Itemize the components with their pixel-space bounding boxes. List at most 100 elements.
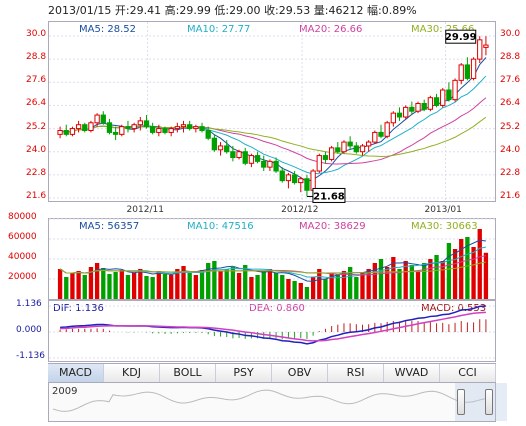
high-marker-label: 29.99 xyxy=(445,32,477,43)
tab-wvad[interactable]: WVAD xyxy=(384,364,440,382)
volume-ma30: MA30: 30663 xyxy=(411,221,478,232)
tab-psy[interactable]: PSY xyxy=(216,364,272,382)
price-y-tick-left: 25.2 xyxy=(26,121,47,132)
candle-body xyxy=(261,160,267,168)
candle-body xyxy=(359,145,366,153)
macd-value-label: MACD: 0.553 xyxy=(421,303,487,314)
candle-body xyxy=(403,106,409,118)
tab-boll[interactable]: BOLL xyxy=(160,364,216,382)
macd-chart[interactable]: DIF: 1.136 DEA: 0.860 MACD: 0.553 xyxy=(48,300,497,362)
volume-bar xyxy=(156,271,161,299)
candle-body xyxy=(458,64,464,81)
volume-bar xyxy=(397,269,402,299)
volume-bar xyxy=(434,255,439,299)
price-y-tick-right: 27.6 xyxy=(500,75,521,86)
candle-body xyxy=(477,39,483,60)
low-marker-box xyxy=(312,187,346,203)
volume-y-tick: 20000 xyxy=(8,272,37,282)
navigator-sparkline xyxy=(52,389,494,412)
close-label: 收: xyxy=(264,4,279,17)
volume-bar xyxy=(310,277,316,299)
candle-body xyxy=(131,124,137,130)
candle-body xyxy=(279,170,285,182)
price-y-tick-left: 28.8 xyxy=(26,52,47,63)
volume-bar xyxy=(169,275,174,299)
volume-bar xyxy=(317,269,322,299)
tab-kdj[interactable]: KDJ xyxy=(104,364,160,382)
volume-bar xyxy=(249,277,254,299)
price-y-tick-right: 30.0 xyxy=(500,29,521,39)
volume-bar xyxy=(477,229,482,299)
candle-body xyxy=(75,124,82,130)
candle-body xyxy=(341,141,347,153)
volume-bar xyxy=(422,263,427,299)
volume-bar xyxy=(378,259,384,299)
candle-body xyxy=(94,114,100,124)
candle-body xyxy=(304,178,310,191)
volume-bar xyxy=(261,271,266,299)
volume-y-tick: 80000 xyxy=(8,212,37,222)
navigator-right-handle[interactable] xyxy=(485,389,493,415)
high-marker-box xyxy=(445,29,477,44)
tab-cci[interactable]: CCI xyxy=(440,364,496,382)
candle-body xyxy=(211,137,218,151)
price-y-tick-right: 22.8 xyxy=(500,167,521,178)
tab-obv[interactable]: OBV xyxy=(272,364,328,382)
price-y-tick-right: 25.2 xyxy=(500,121,521,132)
volume-bar xyxy=(125,275,131,299)
macd-dif-label: DIF: 1.136 xyxy=(53,303,104,314)
candle-body xyxy=(273,160,279,172)
candle-body xyxy=(242,151,248,164)
volume-ma5: MA5: 56357 xyxy=(79,221,140,232)
volume-bar xyxy=(372,263,377,299)
volume-bar xyxy=(409,265,415,299)
volume-bar xyxy=(354,277,359,299)
volume-bar xyxy=(292,281,297,299)
navigator-year: 2009 xyxy=(52,386,78,397)
volume-bar xyxy=(243,265,248,299)
volume-bar xyxy=(88,267,94,299)
candle-body xyxy=(440,89,446,106)
tab-macd[interactable]: MACD xyxy=(48,364,104,382)
candle-body xyxy=(427,97,434,110)
volume-bar xyxy=(206,263,211,299)
volume-y-tick: 60000 xyxy=(8,232,37,242)
candle-body xyxy=(236,151,242,158)
volume-bar xyxy=(341,271,347,299)
candle-body xyxy=(57,130,63,135)
price-y-tick-left: 26.4 xyxy=(26,98,47,109)
timeline-navigator[interactable]: 2009 xyxy=(48,382,507,422)
tab-rsi[interactable]: RSI xyxy=(328,364,384,382)
price-chart[interactable]: MA5: 28.52 MA10: 27.77 MA20: 26.66 MA30:… xyxy=(48,21,497,203)
volume-bar xyxy=(391,257,396,299)
volume-bar xyxy=(101,268,106,299)
candle-body xyxy=(63,130,69,135)
candle-body xyxy=(409,106,415,112)
candle-body xyxy=(353,145,359,153)
volume-bar xyxy=(82,275,87,299)
volume-bar xyxy=(452,249,458,299)
candle-body xyxy=(106,122,113,133)
volume-bar xyxy=(323,279,328,299)
low-label: 低: xyxy=(214,4,230,17)
price-ma30: MA30: 25.66 xyxy=(411,24,475,35)
volume-bar xyxy=(267,269,273,299)
volume-bar xyxy=(471,247,476,299)
candle-body xyxy=(125,126,131,130)
navigator-left-handle[interactable] xyxy=(457,389,465,415)
volume-bar xyxy=(150,277,155,299)
volume-label: 量: xyxy=(313,4,329,17)
price-y-tick-left: 22.8 xyxy=(26,167,47,178)
macd-y-tick: 1.136 xyxy=(16,299,42,309)
price-y-tick-right: 21.6 xyxy=(500,191,521,201)
volume-bar xyxy=(403,261,408,299)
volume-bar xyxy=(218,271,223,299)
volume-bar xyxy=(483,252,489,299)
volume-chart[interactable]: MA5: 56357 MA10: 47516 MA20: 38629 MA30:… xyxy=(48,218,497,300)
volume-bar xyxy=(298,283,303,299)
price-ma10-line xyxy=(59,75,487,175)
high-value: 29.99 xyxy=(179,4,211,17)
volume-bar xyxy=(64,277,69,299)
volume-bar xyxy=(187,273,192,299)
candle-body xyxy=(310,170,316,191)
